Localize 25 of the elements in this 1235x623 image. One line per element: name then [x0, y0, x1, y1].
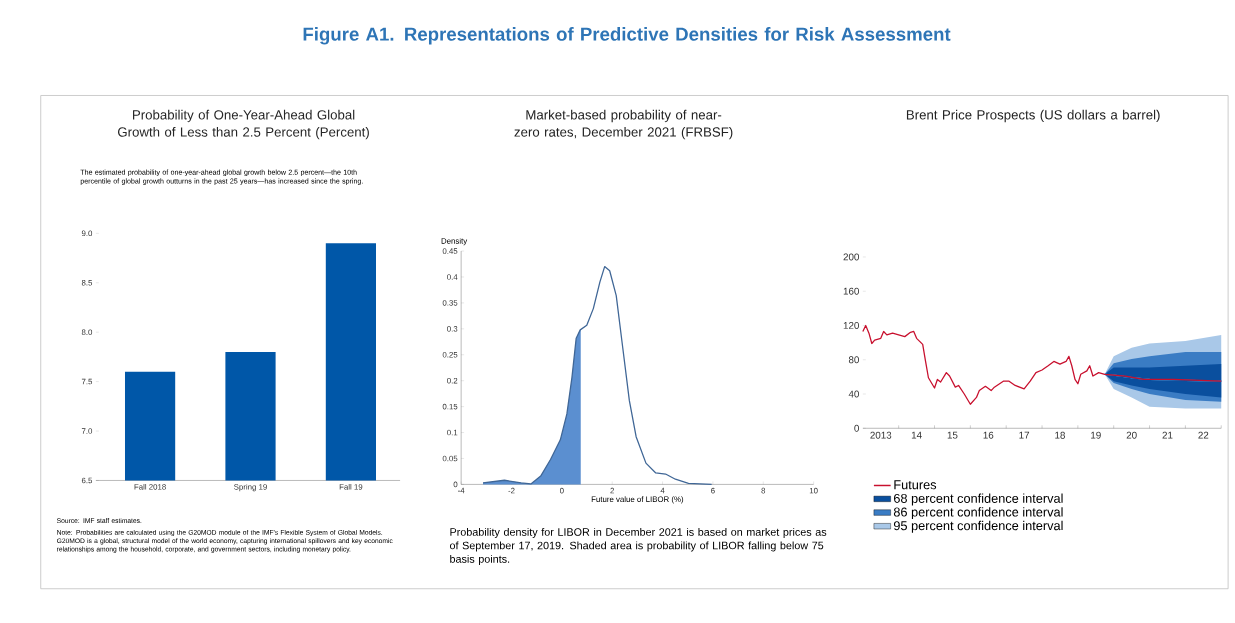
x-tick-label: 22	[1198, 431, 1209, 439]
x-tick-label: 17	[1019, 431, 1030, 439]
y-tick-label: 0	[854, 424, 859, 432]
y-tick-label: 200	[843, 253, 859, 261]
x-tick-label: 14	[911, 431, 922, 439]
legend-label: 68 percent confidence interval	[893, 493, 1063, 506]
x-tick-label: 18	[1055, 431, 1065, 439]
legend-label: 95 percent confidence interval	[893, 520, 1063, 533]
y-tick-label: 160	[843, 287, 859, 295]
y-tick-label: 120	[843, 321, 859, 329]
x-tick-label: 21	[1162, 431, 1173, 439]
y-tick-label: 80	[848, 356, 859, 364]
x-tick-label: 20	[1126, 431, 1137, 439]
legend-label: Futures	[894, 480, 937, 490]
x-tick-label: 16	[983, 431, 994, 439]
x-tick-label: 19	[1091, 431, 1101, 439]
chart-subtitle: Probability of One-Year-Ahead Global Growth of Less than 2.5 Percent (Percent)	[117, 109, 369, 140]
text: Figure A1. Representations of Predictive Densities for Risk Assessment	[303, 26, 951, 45]
legend-label: 86 percent confidence interval	[893, 507, 1063, 519]
x-tick-label: 2013	[870, 431, 892, 439]
chart-title: Brent Price Prospects (US dollars a barrel)	[906, 109, 1160, 123]
x-tick-label: 15	[947, 431, 958, 439]
y-tick-label: 40	[848, 390, 859, 398]
chart-title: Market-based probability of near-zero rates, December 2021 (FRBSF)	[514, 109, 733, 140]
text: Probability density for LIBOR in December 2021 is based on market prices as of September 17, 2019. Shaded area is probability of LIBOR falling below 75 basis points.	[449, 527, 827, 565]
